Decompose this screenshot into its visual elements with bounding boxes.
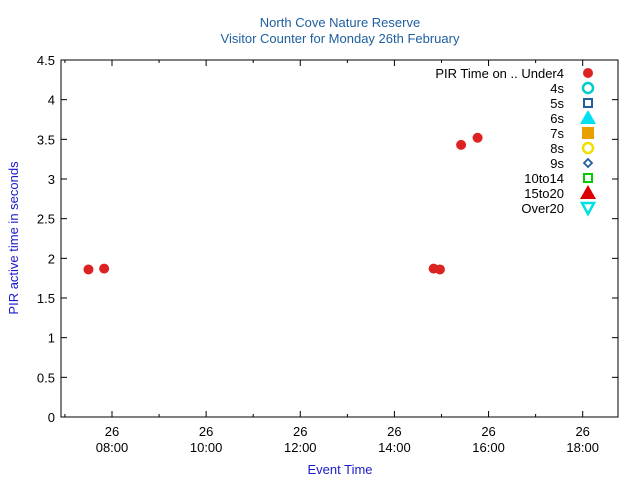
x-tick-time-label: 14:00	[378, 440, 411, 455]
legend-label: 5s	[550, 96, 564, 111]
legend-marker	[581, 141, 595, 155]
x-tick-time-label: 08:00	[96, 440, 129, 455]
y-tick-label: 4	[48, 93, 55, 108]
chart-title: North Cove Nature Reserve	[260, 15, 420, 30]
legend-marker	[583, 98, 593, 108]
x-tick-day-label: 26	[387, 424, 401, 439]
x-tick-time-label: 18:00	[566, 440, 599, 455]
data-point	[99, 263, 110, 274]
legend-marker	[581, 81, 595, 95]
legend-label: 6s	[550, 111, 564, 126]
y-axis-label: PIR active time in seconds	[6, 161, 21, 315]
y-tick-label: 2.5	[37, 212, 55, 227]
x-tick-day-label: 26	[481, 424, 495, 439]
data-point	[83, 264, 94, 275]
y-tick-label: 0.5	[37, 370, 55, 385]
x-tick-time-label: 12:00	[284, 440, 317, 455]
legend-label: 10to14	[524, 171, 564, 186]
data-points	[83, 132, 483, 275]
y-tick-label: 3	[48, 172, 55, 187]
x-tick-time-label: 16:00	[472, 440, 505, 455]
y-tick-label: 1.5	[37, 291, 55, 306]
x-axis-label: Event Time	[307, 462, 372, 477]
legend-marker	[582, 127, 594, 139]
legend-marker	[580, 110, 596, 124]
legend-label: Over20	[521, 201, 564, 216]
legend-label: 4s	[550, 81, 564, 96]
y-axis: 0 0.5 1 1.5 2 2.5 3 3.5 4 4.5	[37, 53, 618, 425]
x-tick-day-label: 26	[575, 424, 589, 439]
x-tick-time-label: 10:00	[190, 440, 223, 455]
y-tick-label: 2	[48, 251, 55, 266]
data-point	[434, 264, 445, 275]
plot-frame	[60, 59, 619, 418]
legend-label: 8s	[550, 141, 564, 156]
legend-marker	[582, 157, 594, 169]
x-tick-day-label: 26	[293, 424, 307, 439]
x-axis: 2608:002610:002612:002614:002616:002618:…	[64, 60, 599, 455]
legend-label: 7s	[550, 126, 564, 141]
legend: PIR Time on .. Under44s5s6s7s8s9s10to141…	[435, 66, 597, 217]
legend-marker	[579, 201, 597, 217]
legend-marker	[583, 173, 593, 183]
legend-marker	[583, 68, 593, 78]
chart-subtitle: Visitor Counter for Monday 26th February	[221, 31, 460, 46]
y-tick-label: 0	[48, 410, 55, 425]
x-tick-day-label: 26	[199, 424, 213, 439]
legend-label: 9s	[550, 156, 564, 171]
x-tick-day-label: 26	[105, 424, 119, 439]
y-tick-label: 1	[48, 331, 55, 346]
y-tick-label: 3.5	[37, 132, 55, 147]
legend-label: PIR Time on .. Under4	[435, 66, 564, 81]
y-tick-label: 4.5	[37, 53, 55, 68]
legend-label: 15to20	[524, 186, 564, 201]
data-point	[472, 132, 483, 143]
legend-marker	[580, 185, 596, 199]
data-point	[456, 139, 467, 150]
